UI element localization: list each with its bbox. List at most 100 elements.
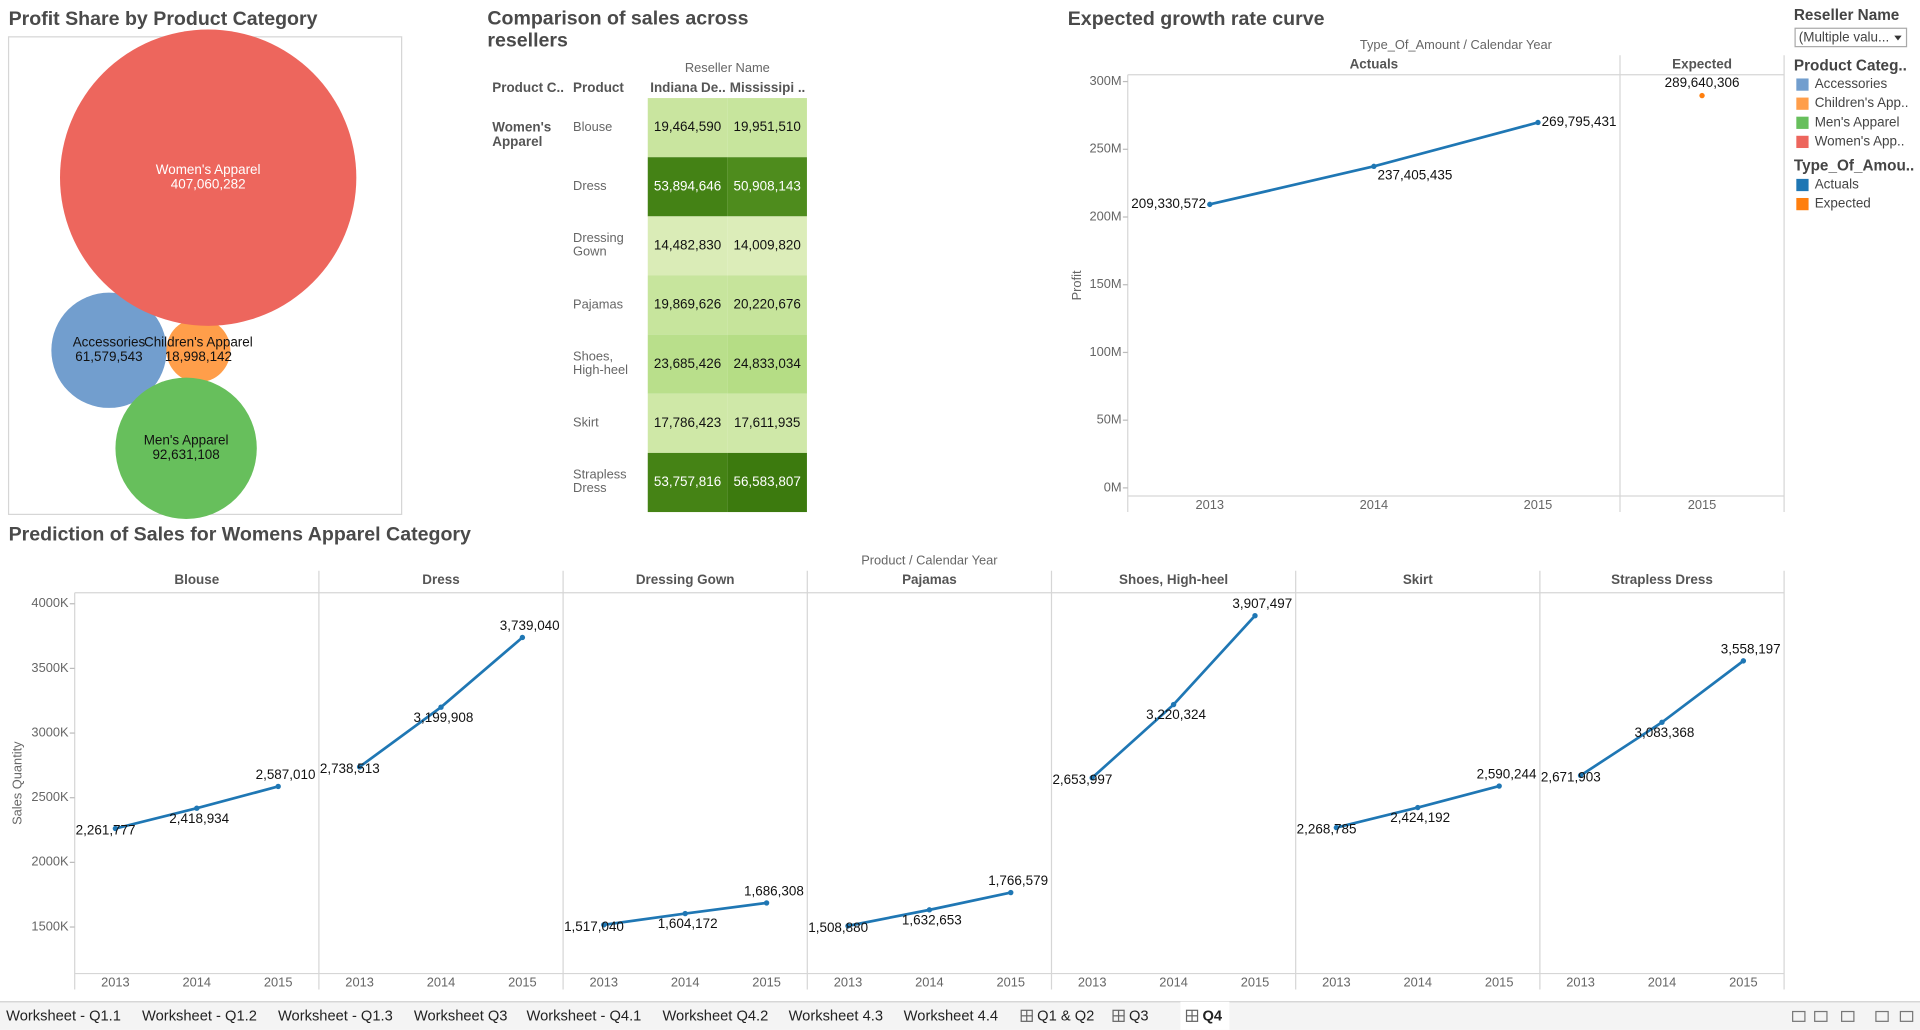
tab[interactable]: Worksheet - Q1.2: [142, 1008, 257, 1024]
bubble-value: 407,060,282: [171, 177, 246, 192]
data-label: 1,766,579: [988, 873, 1048, 888]
data-label: 3,083,368: [1635, 725, 1695, 740]
tab[interactable]: Q4: [1202, 1008, 1222, 1024]
x-tick-label: 2014: [1403, 975, 1432, 990]
x-tick-label: 2013: [1566, 975, 1595, 990]
table-cell: [727, 452, 807, 513]
status-icon[interactable]: [1841, 1010, 1855, 1022]
x-tick-label: 2015: [1729, 975, 1758, 990]
x-tick-label: 2013: [345, 975, 374, 990]
tab-bar: [0, 1001, 1920, 1030]
cell-value: 14,009,820: [733, 237, 800, 252]
point: [1535, 119, 1541, 126]
data-label: 2,418,934: [169, 811, 229, 826]
x-tick-label: 2015: [996, 975, 1025, 990]
point: [763, 900, 770, 906]
data-label: 289,640,306: [1665, 75, 1740, 90]
legend-swatch: [1796, 116, 1809, 129]
point: [926, 907, 933, 913]
filter-dropdown[interactable]: [1794, 27, 1908, 48]
legend-label: Actuals: [1815, 177, 1859, 192]
table-cell: [647, 334, 728, 394]
row-label: Pajamas: [573, 296, 623, 311]
table-cell: [727, 334, 807, 394]
legend-label: Women's App..: [1815, 133, 1905, 148]
table-cell: [647, 275, 728, 335]
status-icon[interactable]: [1814, 1010, 1828, 1022]
bubble-value: 18,998,142: [165, 349, 232, 364]
panel-header: Dressing Gown: [636, 572, 735, 587]
legend-title: Type_Of_Amou..: [1794, 158, 1914, 175]
cell-value: 17,786,423: [654, 415, 721, 430]
legend-swatch: [1796, 97, 1809, 110]
point: [1577, 772, 1584, 779]
filter-title: Reseller Name: [1794, 7, 1899, 24]
status-icon[interactable]: [1875, 1010, 1889, 1022]
tab[interactable]: Q1 & Q2: [1037, 1008, 1094, 1024]
point: [1740, 658, 1747, 664]
x-tick-label: 2015: [1524, 497, 1553, 512]
legend-swatch: [1796, 178, 1809, 192]
y-tick-label: 250M: [1089, 141, 1121, 156]
table-cell: [727, 216, 807, 276]
data-label: 3,220,324: [1146, 707, 1206, 722]
x-tick-label: 2015: [264, 975, 293, 990]
point: [1496, 783, 1502, 789]
y-tick-label: 1500K: [31, 918, 69, 933]
point: [682, 910, 688, 917]
point: [519, 634, 526, 641]
tab[interactable]: Worksheet - Q4.1: [527, 1008, 642, 1024]
status-icon[interactable]: [1792, 1010, 1806, 1022]
bubble-label: Accessories: [73, 335, 146, 350]
row-label: Skirt: [573, 415, 599, 430]
cell-value: 14,482,830: [654, 237, 721, 252]
table-cell: [647, 393, 728, 453]
facet-header: Type_Of_Amount / Calendar Year: [1360, 37, 1553, 52]
legend-label: Accessories: [1815, 76, 1888, 91]
data-label: 2,261,777: [76, 823, 136, 838]
x-tick-label: 2014: [671, 975, 700, 990]
y-tick-label: 300M: [1089, 73, 1121, 88]
tab[interactable]: Worksheet - Q1.3: [278, 1008, 393, 1024]
column-header: Product: [573, 80, 624, 95]
tab[interactable]: Worksheet - Q1.1: [6, 1008, 121, 1024]
bubble-label: Children's Apparel: [144, 335, 253, 350]
tab[interactable]: Worksheet Q3: [414, 1008, 508, 1024]
tab[interactable]: Q3: [1129, 1008, 1149, 1024]
tab[interactable]: Worksheet Q4.2: [662, 1008, 768, 1024]
panel-header: Dress: [422, 572, 459, 587]
row-label: Strapless Dress: [573, 467, 630, 495]
tab[interactable]: Worksheet 4.4: [904, 1008, 998, 1024]
row-label: Shoes, High-heel: [573, 349, 628, 377]
point: [601, 922, 607, 928]
data-label: 1,604,172: [658, 916, 718, 931]
panel-header: Actuals: [1350, 57, 1399, 72]
bubble-value: 92,631,108: [152, 447, 219, 462]
x-tick-label: 2014: [1360, 497, 1389, 512]
table-cell: [727, 157, 807, 217]
x-tick-label: 2014: [915, 975, 944, 990]
data-label: 2,424,192: [1390, 810, 1450, 825]
x-tick-label: 2015: [1485, 975, 1514, 990]
dropdown-arrow: [1894, 35, 1902, 41]
filter-value[interactable]: (Multiple valu...: [1799, 30, 1889, 45]
status-icon[interactable]: [1899, 1010, 1914, 1022]
chart-title: Expected growth rate curve: [1068, 8, 1325, 30]
bubble: [60, 29, 357, 326]
chart-title: Comparison of sales across resellers: [487, 8, 754, 52]
x-tick-label: 2014: [1648, 975, 1677, 990]
cell-value: 19,464,590: [654, 119, 721, 134]
chart-title: Profit Share by Product Category: [9, 8, 318, 30]
panel-header: Strapless Dress: [1611, 572, 1713, 587]
point: [1252, 613, 1258, 619]
row-label: Blouse: [573, 119, 612, 134]
panel-header: Expected: [1672, 57, 1732, 72]
x-tick-label: 2014: [183, 975, 212, 990]
tab[interactable]: Worksheet 4.3: [789, 1008, 883, 1024]
y-tick-label: 100M: [1089, 344, 1121, 359]
tab-icon: [1020, 1009, 1033, 1022]
x-tick-label: 2013: [1322, 975, 1351, 990]
data-label: 2,671,903: [1541, 769, 1601, 784]
legend-label: Children's App..: [1815, 95, 1909, 110]
